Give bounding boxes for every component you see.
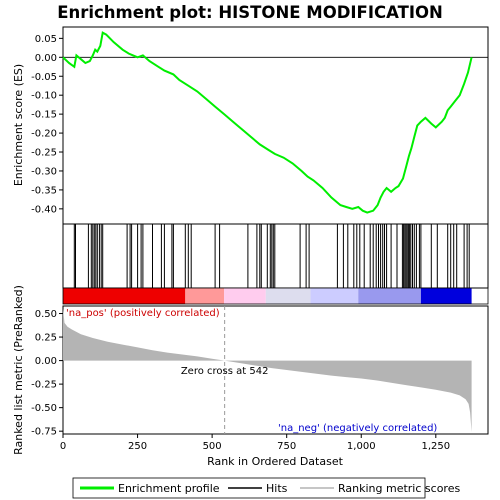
bottom-y-tick-label: 0.25 <box>35 333 57 344</box>
hits-panel <box>62 223 489 289</box>
rank-bar-segment <box>224 288 266 304</box>
x-axis-label: Rank in Ordered Dataset <box>207 455 344 468</box>
top-y-tick-label: -0.20 <box>31 129 57 140</box>
top-y-tick-label: -0.30 <box>31 166 57 177</box>
ranking-color-bar <box>62 287 489 305</box>
legend-enrichment-label: Enrichment profile <box>118 482 220 495</box>
zero-cross-label: Zero cross at 542 <box>181 366 269 377</box>
bottom-y-tick-label: -0.25 <box>31 380 57 391</box>
bottom-y-ticks: 0.50 0.25 0.00 -0.25 -0.50 -0.75 <box>31 309 63 438</box>
ranked-metric-panel: 0.50 0.25 0.00 -0.25 -0.50 -0.75 0 250 500 750 1,… <box>12 285 489 468</box>
bottom-y-tick-label: -0.75 <box>31 427 57 438</box>
bottom-y-tick-label: -0.50 <box>31 403 57 414</box>
top-y-tick-label: -0.40 <box>31 204 57 215</box>
legend-hits-label: Hits <box>266 482 288 495</box>
rank-bar-segment <box>420 288 472 304</box>
top-y-ticks: 0.05 0.00 -0.05 -0.10 -0.15 -0.20 -0.25 -0.30 -0… <box>31 34 63 215</box>
rank-bar-segment <box>358 288 421 304</box>
x-tick-label: 500 <box>203 441 222 452</box>
bottom-y-tick-label: 0.50 <box>35 309 57 320</box>
top-y-tick-label: -0.15 <box>31 110 57 121</box>
rank-bar-segment <box>265 288 311 304</box>
legend-ranking-label: Ranking metric scores <box>338 482 460 495</box>
negative-correlation-label: 'na_neg' (negatively correlated) <box>278 423 437 434</box>
x-tick-label: 0 <box>60 441 66 452</box>
top-y-tick-label: 0.05 <box>35 34 57 45</box>
bottom-panel-frame <box>62 305 489 435</box>
top-y-tick-label: 0.00 <box>35 53 57 64</box>
top-y-tick-label: -0.35 <box>31 185 57 196</box>
hit-lines <box>73 224 470 288</box>
x-tick-label: 750 <box>277 441 296 452</box>
x-axis-ticks: 0 250 500 750 1,000 1,250 <box>60 434 450 452</box>
x-tick-label: 1,000 <box>347 441 376 452</box>
legend: Enrichment profile Hits Ranking metric s… <box>72 477 460 499</box>
rank-bar-segment <box>310 288 359 304</box>
bottom-y-axis-label: Ranked list metric (PreRanked) <box>12 285 25 455</box>
enrichment-profile-line <box>62 31 473 214</box>
x-tick-label: 1,250 <box>421 441 450 452</box>
enrichment-score-panel: 0.05 0.00 -0.05 -0.10 -0.15 -0.20 -0.25 -0.30 -0… <box>12 26 489 225</box>
chart-title: Enrichment plot: HISTONE MODIFICATION <box>57 3 443 22</box>
top-y-tick-label: -0.25 <box>31 148 57 159</box>
x-tick-label: 250 <box>128 441 147 452</box>
top-y-axis-label: Enrichment score (ES) <box>12 64 25 186</box>
positive-correlation-label: 'na_pos' (positively correlated) <box>66 308 220 319</box>
rank-bar-segment <box>185 288 225 304</box>
top-y-tick-label: -0.10 <box>31 91 57 102</box>
top-y-tick-label: -0.05 <box>31 72 57 83</box>
ranking-metric-area <box>63 308 472 433</box>
top-panel-frame <box>62 26 489 225</box>
bottom-y-tick-label: 0.00 <box>35 356 57 367</box>
rank-bar-segment <box>63 288 186 304</box>
rank-bar-frame <box>62 287 489 305</box>
